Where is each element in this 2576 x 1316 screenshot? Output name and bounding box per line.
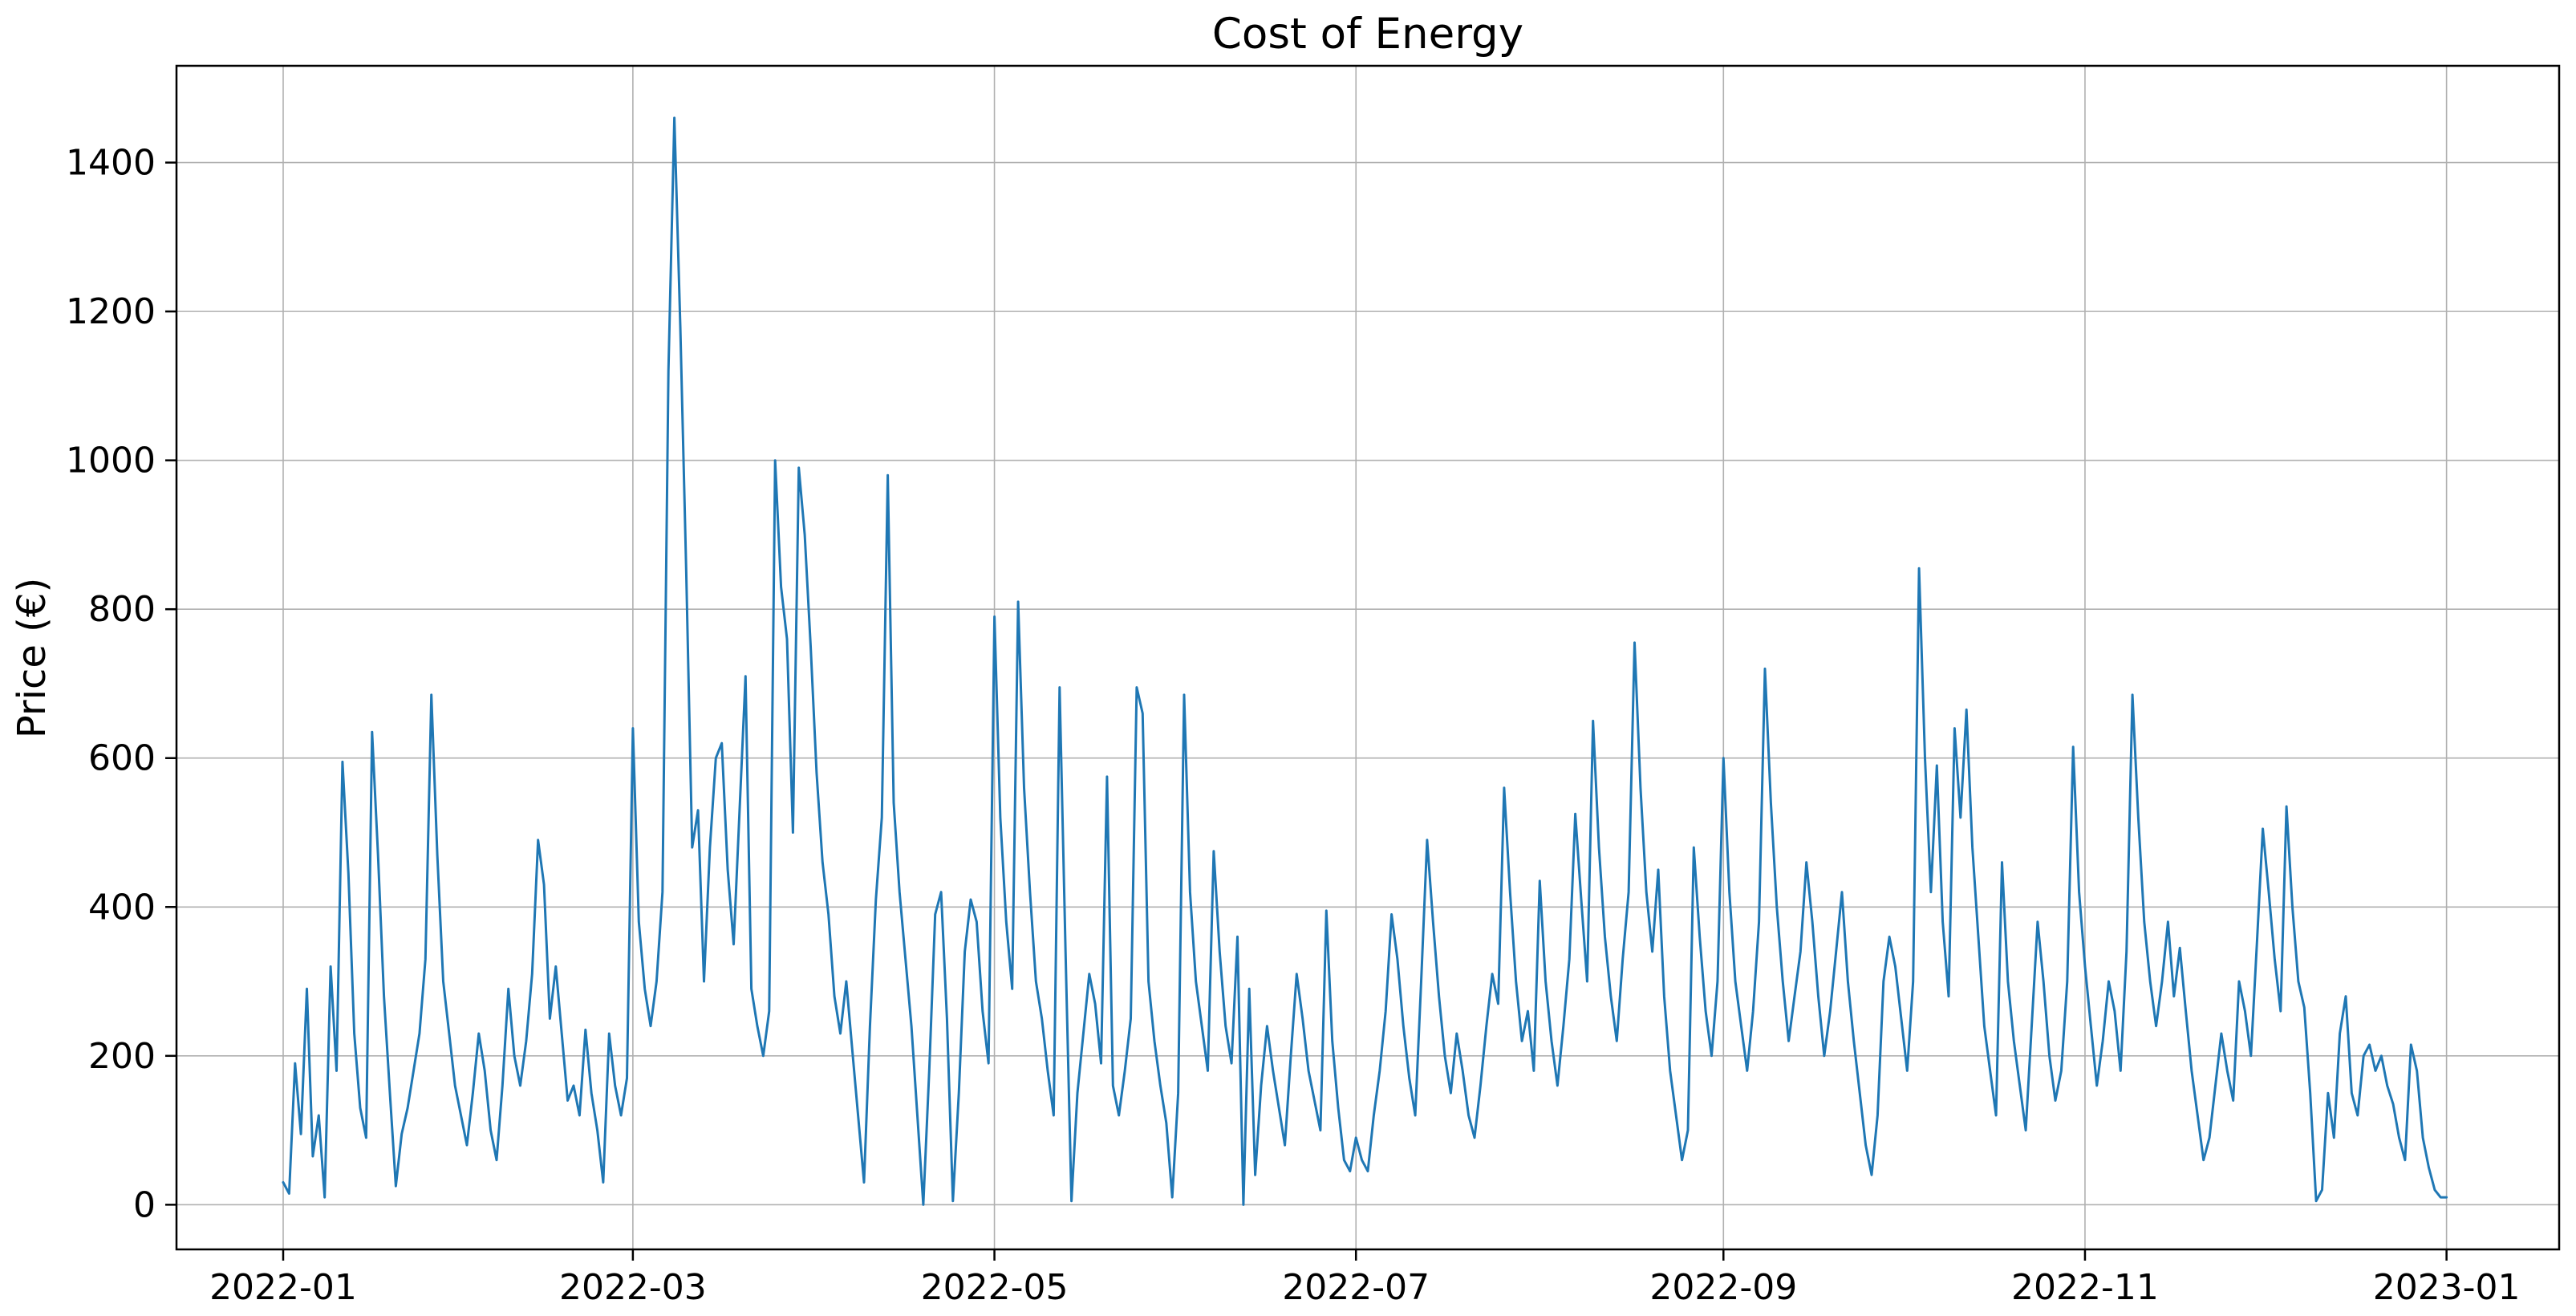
x-tick-label: 2022-05: [921, 1267, 1069, 1308]
x-tick-label: 2022-03: [559, 1267, 707, 1308]
price-line: [282, 116, 2448, 1206]
x-tick-label: 2023-01: [2373, 1267, 2521, 1308]
chart-title: Cost of Energy: [1211, 10, 1524, 59]
y-tick-label: 1200: [66, 291, 156, 332]
x-tick-label: 2022-01: [209, 1267, 357, 1308]
y-axis-label: Price (€): [10, 577, 55, 739]
plot-border: [175, 64, 2561, 1251]
y-tick-label: 1400: [66, 143, 156, 184]
y-tick-label: 200: [88, 1036, 156, 1077]
y-tick-label: 600: [88, 738, 156, 779]
x-tick-label: 2022-09: [1649, 1267, 1797, 1308]
x-tick-label: 2022-07: [1282, 1267, 1430, 1308]
y-tick-label: 0: [133, 1184, 156, 1225]
y-tick-label: 1000: [66, 441, 156, 481]
x-tick-label: 2022-11: [2011, 1267, 2159, 1308]
y-tick-label: 400: [88, 887, 156, 928]
y-tick-label: 800: [88, 589, 156, 630]
